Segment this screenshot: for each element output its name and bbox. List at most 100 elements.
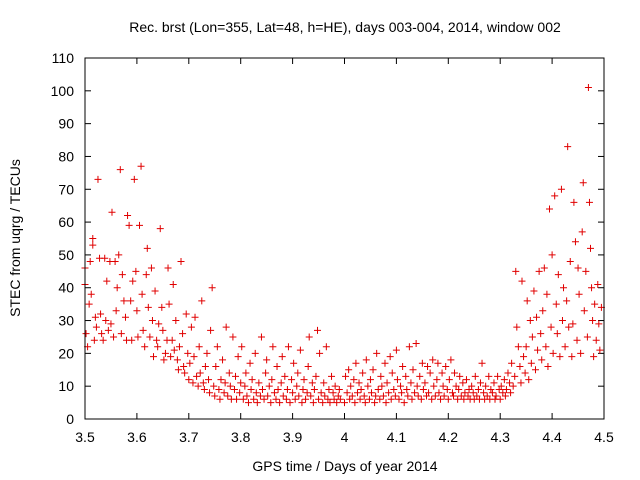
data-point (242, 369, 250, 377)
data-point (164, 264, 172, 272)
data-point (212, 362, 220, 370)
data-point (547, 323, 555, 331)
data-point (98, 330, 106, 338)
data-point (328, 372, 336, 380)
data-point (195, 343, 203, 351)
y-tick-label: 90 (58, 116, 74, 132)
data-point (352, 359, 360, 367)
data-point (191, 313, 199, 321)
data-point (91, 313, 99, 321)
data-point (219, 356, 227, 364)
data-point (488, 389, 496, 397)
data-point (378, 382, 386, 390)
data-point (97, 310, 105, 318)
data-point (137, 162, 145, 170)
data-point (563, 297, 571, 305)
data-point (213, 343, 221, 351)
y-tick-label: 100 (51, 83, 75, 99)
data-point (382, 399, 390, 407)
data-point (362, 356, 370, 364)
data-point (300, 376, 308, 384)
data-point (455, 385, 463, 393)
data-point (419, 385, 427, 393)
data-point (151, 287, 159, 295)
data-point (347, 382, 355, 390)
data-point (517, 379, 525, 387)
data-point (132, 267, 140, 275)
data-point (296, 346, 304, 354)
data-point (421, 379, 429, 387)
data-point (437, 395, 445, 403)
x-tick-label: 3.6 (127, 429, 147, 445)
axis-ticks: 3.5 3.6 3.7 3.8 3.9 4 4.1 4.2 4.3 4.4 4.5 0 10 20 30 40… (51, 50, 614, 445)
data-point (284, 343, 292, 351)
data-point (248, 376, 256, 384)
data-point (571, 238, 579, 246)
data-point (594, 280, 602, 288)
x-tick-label: 4.1 (387, 429, 407, 445)
data-point (262, 369, 270, 377)
data-point (478, 359, 486, 367)
data-point (542, 343, 550, 351)
data-point (309, 399, 317, 407)
data-point (412, 340, 420, 348)
data-point (490, 379, 498, 387)
data-point (160, 356, 168, 364)
data-point (474, 385, 482, 393)
data-point (288, 376, 296, 384)
data-point (170, 346, 178, 354)
data-point (124, 212, 132, 220)
data-point (342, 372, 350, 380)
data-point (217, 376, 225, 384)
data-point (99, 336, 107, 344)
data-point (314, 326, 322, 334)
data-point (403, 385, 411, 393)
data-point (569, 320, 577, 328)
data-point (377, 372, 385, 380)
data-point (589, 317, 597, 325)
data-point (356, 395, 364, 403)
data-point (196, 369, 204, 377)
data-point (449, 392, 457, 400)
data-point (168, 336, 176, 344)
data-point (241, 382, 249, 390)
data-point (174, 366, 182, 374)
data-point (148, 317, 156, 325)
data-point (108, 208, 116, 216)
data-point (350, 376, 358, 384)
data-point (551, 192, 559, 200)
data-point (583, 333, 591, 341)
data-point (413, 382, 421, 390)
data-point (459, 379, 467, 387)
data-point (557, 185, 565, 193)
data-point (129, 277, 137, 285)
data-point (230, 385, 238, 393)
data-point (442, 362, 450, 370)
data-point (434, 359, 442, 367)
data-point (507, 389, 515, 397)
data-point (144, 303, 152, 311)
x-tick-label: 3.8 (231, 429, 251, 445)
data-point (165, 300, 173, 308)
data-point (143, 244, 151, 252)
data-point (187, 323, 195, 331)
x-tick-label: 3.9 (283, 429, 303, 445)
data-point (469, 389, 477, 397)
data-point (430, 382, 438, 390)
data-point (357, 385, 365, 393)
data-point (462, 376, 470, 384)
data-point (224, 392, 232, 400)
data-point (496, 395, 504, 403)
data-point (207, 326, 215, 334)
data-point (272, 395, 280, 403)
data-point (387, 395, 395, 403)
data-point (281, 372, 289, 380)
data-point (530, 287, 538, 295)
data-point (304, 362, 312, 370)
x-tick-label: 4.2 (439, 429, 459, 445)
data-point (260, 395, 268, 403)
data-point (216, 395, 224, 403)
data-point (315, 395, 323, 403)
data-point (429, 356, 437, 364)
data-point (270, 389, 278, 397)
